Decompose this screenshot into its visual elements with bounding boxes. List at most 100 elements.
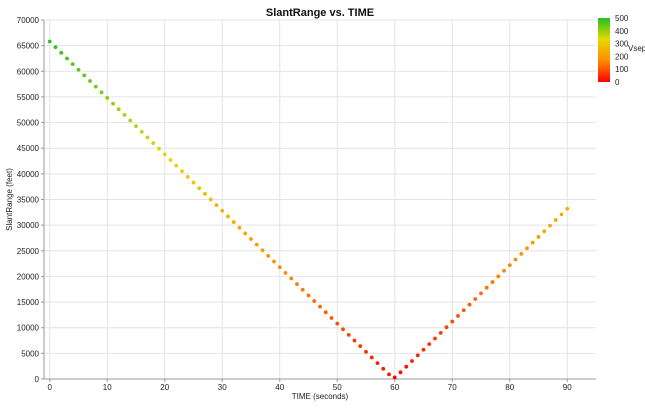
y-axis-label: SlantRange (feet) (5, 168, 14, 231)
data-point (277, 265, 282, 270)
data-point (438, 330, 443, 335)
colorbar-label: Vsep (628, 44, 645, 53)
data-point (300, 287, 305, 292)
data-point (548, 223, 552, 228)
y-tick-label: 20000 (17, 272, 40, 281)
y-tick-label: 65000 (17, 42, 40, 51)
data-point (318, 304, 322, 309)
data-point (151, 141, 156, 145)
colorbar-tick-label: 500 (615, 14, 629, 23)
y-tick-label: 25000 (17, 247, 40, 256)
data-point (306, 293, 311, 298)
data-point (174, 163, 179, 168)
data-point (433, 336, 437, 341)
x-tick-label: 30 (218, 383, 227, 392)
chart-title: SlantRange vs. TIME (266, 7, 374, 19)
grid (44, 19, 596, 380)
data-point (93, 84, 98, 89)
data-point (162, 152, 167, 157)
x-tick-label: 0 (48, 383, 53, 392)
data-point (502, 268, 506, 273)
colorbar-tick-label: 200 (615, 52, 629, 61)
data-point (197, 186, 202, 191)
colorbar-tick-label: 300 (615, 40, 629, 49)
colorbar-tick-label: 400 (615, 27, 629, 36)
data-point (467, 302, 472, 307)
x-tick-label: 60 (390, 383, 399, 392)
data-point (329, 316, 334, 320)
data-point (559, 212, 564, 217)
data-point (565, 206, 570, 211)
y-tick-label: 55000 (17, 93, 40, 102)
data-point (444, 325, 449, 330)
axes: 0 10 20 30 40 50 60 70 80 90 0 5000 10000 15000 20000 2… (17, 16, 596, 392)
x-tick-label: 50 (333, 383, 342, 392)
data-point (375, 361, 380, 366)
x-tick-label: 40 (275, 383, 284, 392)
data-point (139, 129, 144, 134)
x-tick-label: 80 (505, 383, 514, 392)
data-point (185, 175, 190, 179)
data-point (312, 299, 317, 303)
colorbar-gradient (598, 18, 610, 82)
data-point (65, 56, 69, 61)
x-axis-label: TIME (seconds) (292, 392, 349, 401)
data-point (208, 197, 213, 202)
data-point (456, 314, 460, 318)
data-points (47, 39, 570, 380)
y-tick-label: 70000 (17, 16, 40, 25)
data-point (346, 332, 351, 337)
data-point (220, 208, 225, 213)
data-point (536, 235, 541, 239)
y-tick-label: 50000 (17, 119, 40, 128)
data-point (214, 203, 219, 208)
colorbar-tick-label: 100 (615, 65, 629, 74)
data-point (272, 259, 276, 264)
data-point (530, 240, 535, 245)
data-point (323, 310, 328, 315)
data-point (479, 291, 483, 296)
data-point (358, 344, 363, 349)
y-tick-label: 40000 (17, 170, 40, 179)
data-point (289, 276, 294, 281)
data-point (231, 220, 236, 224)
y-tick-label: 45000 (17, 144, 40, 153)
axis-labels: SlantRange vs. TIME TIME (seconds) Slant… (5, 7, 374, 401)
data-point (525, 246, 529, 251)
data-point (513, 257, 518, 262)
data-point (553, 218, 558, 222)
data-point (128, 118, 133, 123)
data-point (168, 158, 173, 162)
data-point (70, 62, 75, 67)
data-point (519, 251, 524, 256)
data-point (295, 282, 299, 287)
data-point (134, 124, 138, 129)
data-point (82, 73, 87, 78)
x-tick-label: 70 (448, 383, 457, 392)
data-point (461, 308, 466, 313)
y-tick-label: 5000 (21, 349, 39, 358)
data-point (157, 146, 161, 151)
data-point (398, 370, 403, 375)
data-point (484, 285, 489, 290)
data-point (116, 107, 121, 112)
data-point (122, 112, 127, 117)
data-point (341, 327, 345, 332)
data-point (191, 180, 196, 185)
data-point (76, 67, 81, 72)
colorbar: Vsep 500 400 300 200 100 0 (598, 14, 645, 87)
x-tick-label: 90 (563, 383, 572, 392)
data-point (266, 254, 271, 258)
data-point (111, 101, 115, 106)
data-point (237, 225, 242, 230)
data-point (387, 372, 391, 377)
data-point (249, 237, 253, 241)
y-tick-label: 10000 (17, 324, 40, 333)
data-point (450, 319, 455, 324)
x-tick-label: 10 (103, 383, 112, 392)
data-point (99, 90, 104, 95)
data-point (507, 263, 512, 268)
data-point (410, 359, 414, 363)
